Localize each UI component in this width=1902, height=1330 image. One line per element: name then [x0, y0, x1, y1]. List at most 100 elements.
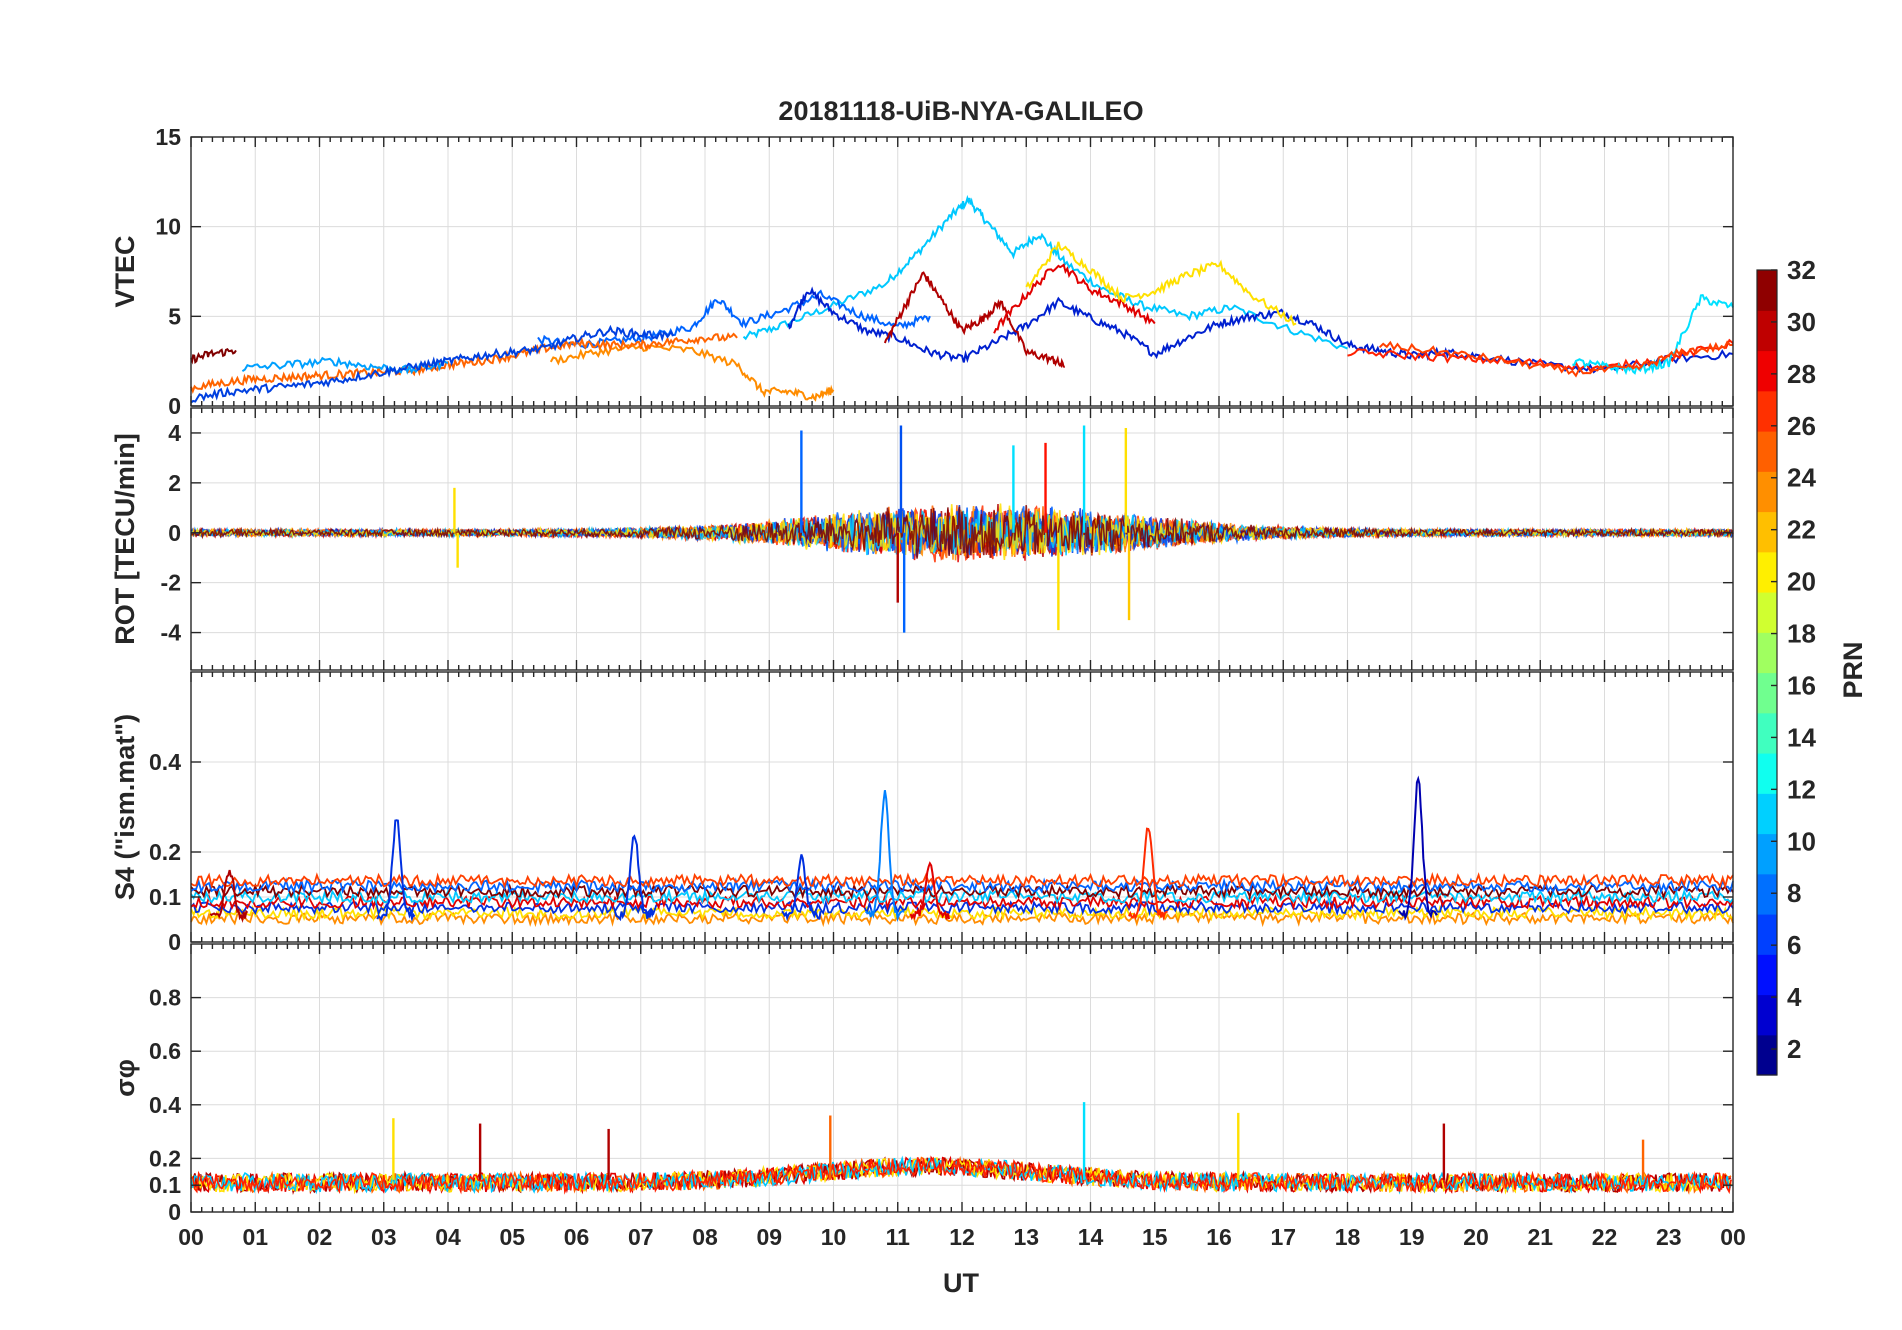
x-tick-label: 10 [821, 1224, 847, 1250]
y-tick-label: -2 [161, 570, 181, 596]
y-axis-title-s4: S4 ("ism.mat") [110, 714, 140, 900]
s4-baseline-series [190, 871, 1734, 890]
x-tick-label: 11 [886, 1224, 911, 1250]
x-tick-label: 13 [1013, 1224, 1039, 1250]
y-tick-label: 10 [155, 214, 181, 240]
s4-peak-prn-5 [376, 819, 416, 922]
y-tick-label: 0.4 [149, 1092, 181, 1118]
colorbar-tick-label: 32 [1787, 255, 1816, 285]
x-tick-label: 22 [1592, 1224, 1618, 1250]
y-axis-title-vtec: VTEC [110, 235, 140, 307]
x-tick-label: 07 [628, 1224, 654, 1250]
x-tick-label: 09 [756, 1224, 782, 1250]
vtec-series-prn-10 [742, 194, 1348, 350]
s4-peak-prn-30 [909, 861, 951, 921]
vtec-series-prn-11 [241, 356, 449, 375]
y-tick-label: 0.2 [149, 1145, 181, 1171]
colorbar-tick-label: 6 [1787, 930, 1801, 960]
colorbar-segment [1757, 390, 1777, 432]
vtec-series-prn-32 [190, 347, 237, 365]
vtec-series-prn-3 [787, 286, 1734, 374]
colorbar-segment [1757, 753, 1777, 794]
s4-peak-prn-27 [1128, 827, 1169, 922]
colorbar-segment [1757, 994, 1777, 1036]
vtec-series-prn-4 [190, 324, 674, 404]
colorbar-tick-label: 26 [1787, 411, 1816, 441]
y-tick-label: 0 [168, 929, 181, 955]
s4-peak-prn-31 [209, 869, 249, 923]
s4-baseline-series [190, 882, 1734, 901]
x-tick-label: 00 [178, 1224, 204, 1250]
colorbar-tick-label: 24 [1787, 463, 1816, 493]
colorbar-segment [1757, 551, 1777, 593]
x-tick-label: 18 [1335, 1224, 1361, 1250]
y-tick-label: 0.1 [149, 884, 181, 910]
x-tick-label: 15 [1142, 1224, 1168, 1250]
panel-vtec-series [190, 194, 1734, 404]
vtec-series-prn-7 [537, 289, 931, 350]
panel-sigma_phi-series [190, 1102, 1732, 1195]
x-axis-title: UT [943, 1268, 979, 1298]
colorbar-tick-label: 18 [1787, 619, 1816, 649]
s4-peak-prn-8 [865, 790, 905, 923]
s4-peak-prn-5 [781, 854, 822, 922]
colorbar-tick-label: 10 [1787, 826, 1816, 856]
x-tick-label: 20 [1463, 1224, 1489, 1250]
y-tick-label: 0 [168, 393, 181, 419]
vtec-series-prn-24 [549, 343, 835, 402]
colorbar-tick-label: 16 [1787, 670, 1816, 700]
x-tick-label: 21 [1527, 1224, 1553, 1250]
panel-s4-series [190, 775, 1734, 928]
colorbar-tick-label: 30 [1787, 307, 1816, 337]
colorbar-tick-label: 4 [1787, 982, 1802, 1012]
colorbar-segment [1757, 793, 1777, 835]
vtec-series-prn-12 [1572, 293, 1734, 376]
colorbar-segment [1757, 350, 1777, 392]
s4-peak-prn-2 [1398, 775, 1438, 921]
s4-baseline-series [190, 904, 1734, 922]
y-tick-label: 4 [168, 420, 181, 446]
colorbar-tick-label: 28 [1787, 359, 1816, 389]
x-tick-label: 02 [307, 1224, 333, 1250]
y-axis-title-rot: ROT [TECU/min] [110, 433, 140, 644]
colorbar-tick-label: 14 [1787, 722, 1816, 752]
panel-s4: 0 0.1 0.2 0.4 S4 ("ism.mat") [110, 671, 1734, 955]
s4-baseline-series [190, 898, 1734, 917]
x-tick-label: 06 [564, 1224, 590, 1250]
x-tick-label: 05 [499, 1224, 525, 1250]
colorbar-frame [1756, 269, 1778, 1076]
colorbar-segment [1757, 712, 1777, 754]
x-tick-label: 17 [1270, 1224, 1296, 1250]
s4-baseline-series [190, 893, 1734, 912]
y-tick-label: 0.4 [149, 749, 181, 775]
colorbar-segment [1757, 914, 1777, 955]
x-tick-label: 08 [692, 1224, 718, 1250]
x-tick-label: 03 [371, 1224, 397, 1250]
colorbar-segment [1757, 672, 1777, 714]
rot-noise-series [190, 505, 1734, 559]
y-tick-label: 0 [168, 1199, 181, 1225]
x-tick-label: 16 [1206, 1224, 1232, 1250]
x-tick-label: 19 [1399, 1224, 1425, 1250]
y-tick-label: 15 [155, 124, 181, 150]
colorbar-segment [1757, 310, 1777, 352]
colorbar-segment [1757, 954, 1777, 996]
sigma-phi-series [190, 1156, 1732, 1195]
colorbar-segment [1757, 833, 1777, 875]
colorbar-segment [1757, 592, 1777, 633]
y-tick-label: 0.6 [149, 1038, 181, 1064]
colorbar-tick-label: 12 [1787, 774, 1816, 804]
colorbar-segment [1757, 1034, 1777, 1076]
x-tick-label: 23 [1656, 1224, 1682, 1250]
colorbar-segment [1757, 873, 1777, 915]
colorbar-label: PRN [1838, 641, 1868, 698]
x-tick-label: 14 [1078, 1224, 1104, 1250]
colorbar-tick-label: 22 [1787, 515, 1816, 545]
x-tick-label: 12 [949, 1224, 975, 1250]
x-tick-label: 01 [242, 1224, 268, 1250]
panel-rot: -4 -2 0 2 4 ROT [TECU/min] [110, 407, 1734, 671]
vtec-series-prn-25 [190, 332, 738, 394]
